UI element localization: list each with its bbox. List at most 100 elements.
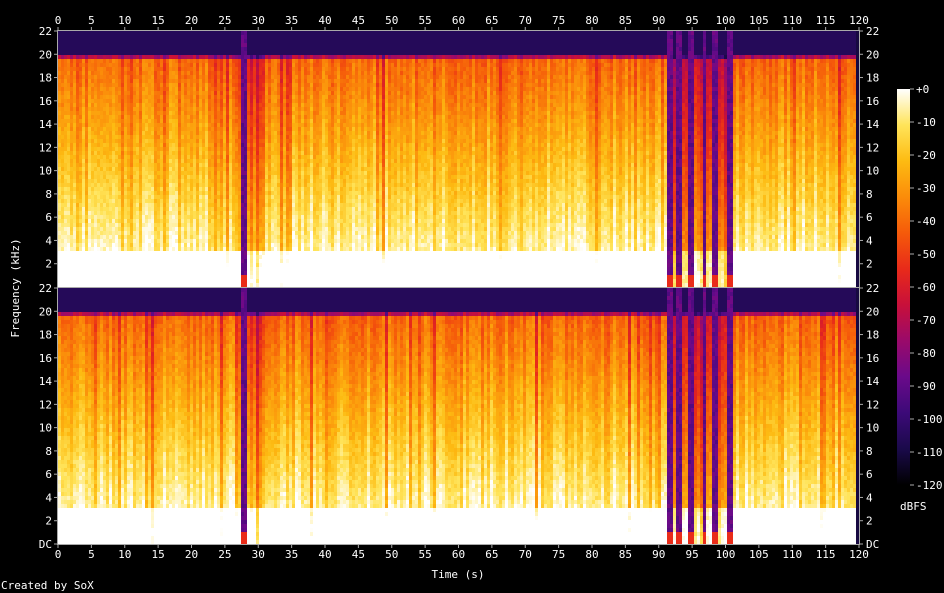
x-tick-label: 110 bbox=[782, 548, 802, 561]
x-tick-label: 95 bbox=[686, 14, 699, 27]
y-tick-label: 16 bbox=[866, 352, 879, 365]
y-axis-label: Frequency (kHz) bbox=[9, 238, 22, 337]
x-tick-label: 40 bbox=[318, 548, 331, 561]
y-tick-label: 6 bbox=[866, 468, 873, 481]
colorbar-tick-label: -20 bbox=[916, 149, 936, 162]
x-tick-label: 35 bbox=[285, 548, 298, 561]
y-tick-label: 22 bbox=[39, 25, 52, 38]
x-tick-label: 55 bbox=[419, 14, 432, 27]
x-tick-label: 50 bbox=[385, 14, 398, 27]
colorbar-tick-label: -40 bbox=[916, 215, 936, 228]
colorbar-tick-label: -50 bbox=[916, 248, 936, 261]
y-tick-label: 12 bbox=[39, 398, 52, 411]
x-tick-label: 30 bbox=[252, 14, 265, 27]
x-tick-label: 80 bbox=[585, 548, 598, 561]
x-tick-label: 55 bbox=[419, 548, 432, 561]
x-tick-label: 100 bbox=[716, 14, 736, 27]
y-tick-label: 10 bbox=[39, 165, 52, 178]
y-tick-label: 8 bbox=[866, 445, 873, 458]
x-tick-label: 85 bbox=[619, 548, 632, 561]
y-tick-label: 6 bbox=[45, 468, 52, 481]
y-tick-label: 4 bbox=[45, 491, 52, 504]
y-tick-label: DC bbox=[39, 538, 52, 551]
colorbar-unit: dBFS bbox=[900, 500, 927, 513]
x-tick-label: 90 bbox=[652, 14, 665, 27]
y-tick-label: 10 bbox=[39, 422, 52, 435]
y-tick-label: 16 bbox=[866, 95, 879, 108]
credit-text: Created by SoX bbox=[1, 579, 94, 592]
y-tick-label: 2 bbox=[866, 515, 873, 528]
channel-1-spectrogram bbox=[58, 31, 859, 287]
x-tick-label: 45 bbox=[352, 548, 365, 561]
x-tick-label: 5 bbox=[88, 548, 95, 561]
colorbar-tick-label: -100 bbox=[916, 413, 943, 426]
y-tick-label: 12 bbox=[866, 398, 879, 411]
y-tick-label: 2 bbox=[866, 258, 873, 271]
x-tick-label: 115 bbox=[816, 14, 836, 27]
y-tick-label: 20 bbox=[39, 305, 52, 318]
x-tick-label: 95 bbox=[686, 548, 699, 561]
x-tick-label: 75 bbox=[552, 14, 565, 27]
y-tick-label: 20 bbox=[866, 305, 879, 318]
y-tick-label: DC bbox=[866, 538, 879, 551]
y-tick-label: 4 bbox=[866, 234, 873, 247]
x-tick-label: 60 bbox=[452, 14, 465, 27]
x-tick-label: 105 bbox=[749, 548, 769, 561]
colorbar bbox=[897, 89, 910, 485]
colorbar-tick-label: -80 bbox=[916, 347, 936, 360]
x-tick-label: 20 bbox=[185, 14, 198, 27]
colorbar-tick-label: -90 bbox=[916, 380, 936, 393]
colorbar-tick-label: -110 bbox=[916, 446, 943, 459]
x-tick-label: 5 bbox=[88, 14, 95, 27]
y-tick-label: 12 bbox=[39, 141, 52, 154]
x-tick-label: 25 bbox=[218, 548, 231, 561]
y-tick-label: 12 bbox=[866, 141, 879, 154]
y-tick-label: 6 bbox=[866, 211, 873, 224]
y-tick-label: 14 bbox=[39, 118, 53, 131]
x-tick-label: 100 bbox=[716, 548, 736, 561]
colorbar-tick-label: +0 bbox=[916, 83, 929, 96]
x-tick-label: 90 bbox=[652, 548, 665, 561]
x-tick-label: 70 bbox=[519, 548, 532, 561]
x-tick-label: 20 bbox=[185, 548, 198, 561]
colorbar-tick-label: -70 bbox=[916, 314, 936, 327]
x-tick-label: 60 bbox=[452, 548, 465, 561]
x-tick-label: 10 bbox=[118, 548, 131, 561]
y-tick-label: 14 bbox=[866, 118, 880, 131]
y-tick-label: 10 bbox=[866, 422, 879, 435]
colorbar-tick-label: -60 bbox=[916, 281, 936, 294]
colorbar-tick-label: -120 bbox=[916, 479, 943, 492]
y-tick-label: 4 bbox=[45, 234, 52, 247]
x-tick-label: 115 bbox=[816, 548, 836, 561]
y-tick-label: 14 bbox=[866, 375, 880, 388]
x-tick-label: 15 bbox=[152, 14, 165, 27]
y-tick-label: 20 bbox=[39, 48, 52, 61]
x-tick-label: 0 bbox=[55, 548, 62, 561]
y-tick-label: 22 bbox=[866, 282, 879, 295]
x-tick-label: 105 bbox=[749, 14, 769, 27]
y-tick-label: 6 bbox=[45, 211, 52, 224]
channel-2-spectrogram bbox=[58, 288, 859, 544]
colorbar-tick-label: -10 bbox=[916, 116, 936, 129]
x-tick-label: 50 bbox=[385, 548, 398, 561]
x-axis-label: Time (s) bbox=[432, 568, 485, 581]
x-tick-label: 85 bbox=[619, 14, 632, 27]
x-tick-label: 30 bbox=[252, 548, 265, 561]
y-tick-label: 8 bbox=[45, 188, 52, 201]
y-tick-label: 14 bbox=[39, 375, 53, 388]
y-tick-label: 2 bbox=[45, 515, 52, 528]
x-tick-label: 0 bbox=[55, 14, 62, 27]
y-tick-label: 20 bbox=[866, 48, 879, 61]
y-tick-label: 8 bbox=[45, 445, 52, 458]
y-tick-label: 22 bbox=[39, 282, 52, 295]
y-tick-label: 2 bbox=[45, 258, 52, 271]
x-tick-label: 110 bbox=[782, 14, 802, 27]
y-tick-label: 18 bbox=[39, 329, 52, 342]
y-tick-label: 18 bbox=[39, 72, 52, 85]
colorbar-tick-label: -30 bbox=[916, 182, 936, 195]
x-tick-label: 65 bbox=[485, 14, 498, 27]
y-tick-label: 18 bbox=[866, 72, 879, 85]
x-tick-label: 65 bbox=[485, 548, 498, 561]
y-tick-label: 18 bbox=[866, 329, 879, 342]
